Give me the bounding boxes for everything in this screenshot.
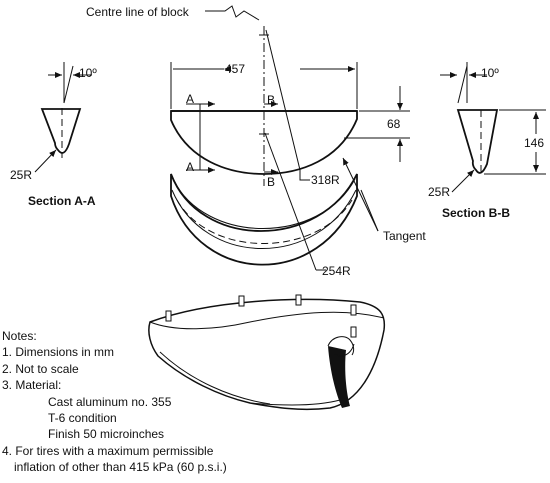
section-b-radius-leader bbox=[451, 169, 475, 193]
section-a-view: 10º 25R Section A-A bbox=[10, 62, 97, 208]
section-b-height-label: 146 bbox=[524, 136, 544, 150]
band-centre-dashed bbox=[176, 199, 353, 244]
centre-line-callout: Centre line of block bbox=[86, 5, 260, 21]
radius-318-leader bbox=[299, 170, 310, 181]
iso-cutaway-inner bbox=[329, 343, 355, 357]
section-a-angle-label: 10º bbox=[79, 66, 97, 80]
section-a-radius-label: 25R bbox=[10, 168, 32, 182]
marker-b-top: B bbox=[267, 93, 275, 107]
iso-stud-2 bbox=[238, 295, 245, 307]
tangent-leader-2 bbox=[360, 189, 379, 232]
tangent-leader-1 bbox=[342, 157, 379, 232]
iso-stud-1 bbox=[165, 310, 172, 322]
note-2: 2. Not to scale bbox=[2, 361, 79, 376]
tangent-label: Tangent bbox=[383, 229, 426, 243]
section-a-title: Section A-A bbox=[28, 194, 96, 208]
section-marker-a: A A bbox=[186, 92, 215, 174]
radius-254-line bbox=[264, 132, 317, 271]
band-outline bbox=[170, 173, 358, 266]
iso-stud-5 bbox=[350, 326, 357, 338]
marker-a-bottom: A bbox=[186, 160, 194, 174]
iso-bottom-edge bbox=[159, 351, 271, 405]
note-3-finish: Finish 50 microinches bbox=[48, 427, 165, 442]
section-b-title: Section B-B bbox=[442, 206, 510, 220]
marker-b-bottom: B bbox=[267, 175, 275, 189]
dim-height-label: 68 bbox=[387, 117, 401, 131]
section-b-angle-ref bbox=[457, 65, 468, 104]
centre-line-leader bbox=[205, 5, 260, 21]
note-3-material: Cast aluminum no. 355 bbox=[48, 394, 172, 409]
section-a-angle-ref bbox=[63, 65, 74, 104]
notes-heading: Notes: bbox=[2, 329, 37, 343]
section-b-radius-label: 25R bbox=[428, 185, 450, 199]
note-3: 3. Material: bbox=[2, 378, 62, 393]
section-line-a bbox=[186, 103, 201, 171]
section-a-radius-leader bbox=[34, 149, 57, 173]
radius-318-label: 318R bbox=[311, 173, 340, 187]
front-view: 457 68 A A B B 318R bbox=[170, 26, 410, 189]
dim-width-label: 457 bbox=[225, 62, 245, 76]
iso-stud-3 bbox=[295, 294, 302, 306]
iso-base-edge bbox=[249, 399, 341, 406]
note-3-condition: T-6 condition bbox=[48, 411, 117, 426]
band-inner-edge bbox=[172, 178, 356, 229]
iso-cutaway-top bbox=[327, 336, 355, 356]
marker-a-top: A bbox=[186, 92, 194, 106]
iso-cutaway-section bbox=[328, 346, 350, 408]
note-1: 1. Dimensions in mm bbox=[2, 345, 115, 360]
section-b-view: 10º 146 25R Section B-B bbox=[428, 62, 546, 220]
note-4: 4. For tires with a maximum permissible bbox=[2, 443, 214, 458]
iso-top-rear-edge bbox=[149, 311, 385, 330]
section-b-angle-label: 10º bbox=[481, 66, 499, 80]
radius-254-label: 254R bbox=[322, 264, 351, 278]
band-bevel-edge bbox=[171, 189, 357, 249]
note-4-continued: inflation of other than 415 kPa (60 p.s.… bbox=[14, 460, 227, 475]
section-b-profile bbox=[456, 109, 499, 174]
centre-line-label: Centre line of block bbox=[86, 5, 190, 19]
isometric-view bbox=[148, 294, 386, 411]
radius-318-line bbox=[265, 29, 301, 171]
iso-stud-4 bbox=[350, 304, 357, 316]
section-a-profile bbox=[40, 108, 82, 154]
block-outline bbox=[170, 110, 358, 175]
plan-view: Tangent 254R bbox=[170, 132, 426, 278]
section-marker-b: B B bbox=[264, 93, 278, 189]
notes-block: Notes: 1. Dimensions in mm 2. Not to sca… bbox=[2, 328, 302, 476]
